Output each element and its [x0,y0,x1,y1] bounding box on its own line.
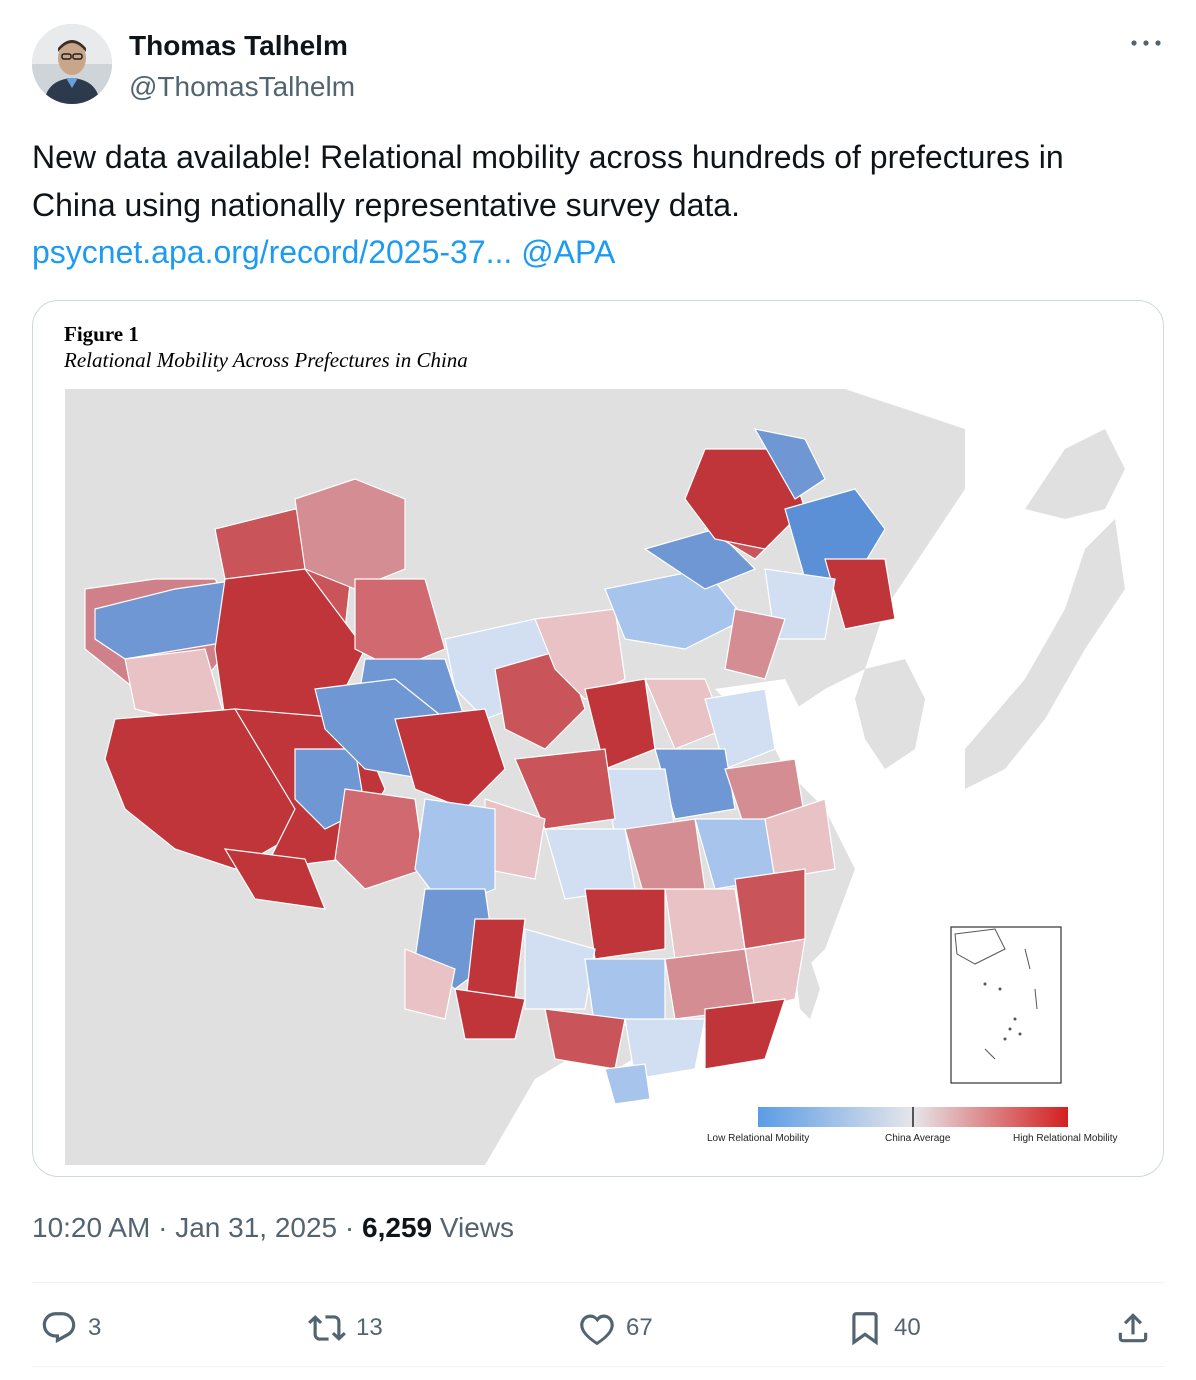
figure-title: Relational Mobility Across Prefectures i… [64,348,468,372]
like-button[interactable]: 67 [578,1300,653,1356]
avatar[interactable] [32,24,112,104]
taiwan [795,959,820,1019]
region-ne-3 [784,488,886,580]
repost-icon [308,1315,346,1341]
share-icon [1118,1313,1148,1343]
japan [965,519,1125,789]
author-name[interactable]: Thomas Talhelm [129,30,348,61]
region-s-3 [744,938,806,1010]
south-china-sea-inset [950,926,1062,1084]
korea [855,659,925,769]
region-west-6 [294,478,406,590]
repost-count: 13 [356,1314,383,1341]
region-west-3 [94,578,246,660]
legend-high-label: High Relational Mobility [1013,1133,1118,1144]
bookmark-button[interactable]: 40 [846,1300,921,1356]
divider-top [32,1282,1164,1283]
like-count: 67 [626,1314,653,1341]
region-hainan [604,1063,651,1105]
legend-mid-label: China Average [885,1133,951,1144]
tweet-text: New data available! Relational mobility … [32,134,1152,277]
china-regions [84,428,896,1105]
meta-separator-1: · [158,1212,168,1243]
reply-button[interactable]: 3 [40,1300,101,1356]
region-c-16 [734,868,806,950]
bookmark-count: 40 [894,1314,921,1341]
region-s-6 [704,998,786,1070]
divider-bottom [32,1366,1164,1367]
reply-icon [42,1312,76,1344]
avatar-photo [32,24,112,104]
china-relational-mobility-map [65,389,1131,1165]
region-ne-6 [724,608,786,680]
region-tibet-5 [223,848,326,910]
views-count: 6,259 [362,1212,433,1243]
tweet-time[interactable]: 10:20 AM [32,1212,151,1243]
japan-north [1025,429,1125,519]
like-icon [580,1314,614,1346]
tweet-meta: 10:20 AM · Jan 31, 2025 · 6,259 Views [32,1212,514,1244]
tweet-link[interactable]: psycnet.apa.org/record/2025-37... [32,234,513,270]
reply-count: 3 [88,1314,102,1341]
author-handle[interactable]: @ThomasTalhelm [129,71,356,102]
mention-link[interactable]: @APA [521,234,616,270]
figure-label: Figure 1 [64,322,139,346]
sea-south-left [485,1049,625,1165]
region-sw-3 [524,928,596,1010]
region-qinghai-2 [394,708,506,810]
legend-gradient-bar [758,1107,1068,1127]
region-ne-4 [824,558,896,630]
region-c-14 [584,888,666,960]
legend-low-label: Low Relational Mobility [707,1133,810,1144]
action-bar: 3 13 67 40 [32,1300,1164,1356]
tweet-header: Thomas Talhelm @ThomasTalhelm [32,22,1164,106]
share-button[interactable] [1114,1300,1152,1356]
region-imongolia-2 [643,528,757,590]
region-c-7 [514,748,616,830]
more-icon[interactable] [1128,36,1164,50]
region-ne-2 [753,428,826,500]
region-sw-4 [404,948,456,1020]
region-c-15 [664,888,746,960]
region-sw-5 [454,988,526,1040]
tweet-body: New data available! Relational mobility … [32,139,1064,223]
bookmark-icon [852,1312,878,1346]
repost-button[interactable]: 13 [308,1300,383,1356]
region-c-13 [764,798,836,880]
views-label: Views [439,1212,515,1243]
region-tibet-4 [334,788,426,890]
tweet-media[interactable]: Figure 1 Relational Mobility Across Pref… [32,300,1164,1177]
meta-separator-2: · [344,1212,355,1243]
tweet-date[interactable]: Jan 31, 2025 [175,1212,338,1243]
